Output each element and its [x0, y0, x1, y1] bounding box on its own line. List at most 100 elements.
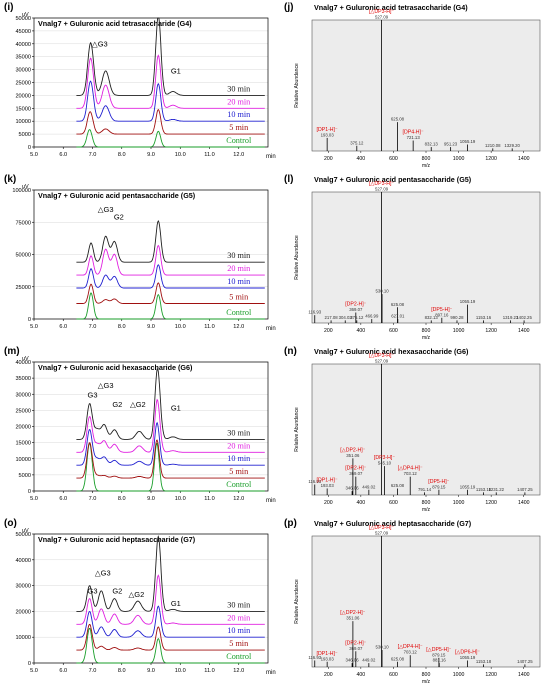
- x-axis-label: m/z: [422, 335, 431, 341]
- x-tick-label: 6.0: [59, 668, 67, 674]
- ms-peak-mz: 351.06: [346, 453, 360, 458]
- ms-ion-label: [DP4-H]⁻: [403, 130, 424, 136]
- x-tick-label: 11.0: [204, 152, 214, 158]
- x-tick-label: 400: [357, 328, 366, 334]
- x-tick-label: 600: [389, 500, 398, 506]
- ms-ion-label: [DP2-H]⁻: [345, 640, 366, 646]
- series-line-30-min: [76, 367, 265, 440]
- y-tick-label: 35000: [15, 376, 31, 382]
- ms-ion-label: [△DP4-H]⁻: [398, 644, 423, 650]
- plot-area: [311, 535, 541, 668]
- ms-peak-mz: 1055.19: [460, 484, 476, 489]
- ms-peak-mz: 193.03: [321, 483, 335, 488]
- ms-ion-label: [△DP3-H]⁻: [369, 9, 394, 15]
- ms-peak-mz: 627.01: [391, 314, 405, 319]
- x-tick-label: 10.0: [175, 668, 186, 674]
- series-line-10-min: [76, 421, 265, 466]
- ms-ion-label: [△DP2-H]⁻: [340, 610, 365, 616]
- chart-title: Vnalg7 + Guluronic acid heptasaccharide …: [38, 535, 196, 544]
- x-tick-label: 5.0: [30, 668, 38, 674]
- x-tick-label: 8.0: [118, 668, 126, 674]
- ms-peak-mz: 832.13: [425, 142, 439, 147]
- x-axis-label: m/z: [422, 679, 431, 685]
- x-axis-label: m/z: [422, 507, 431, 513]
- ms-peak-mz: 1407.25: [517, 659, 533, 664]
- ms-peak-mz: 625.08: [391, 483, 405, 488]
- ms-peak-mz: 527.09: [375, 187, 389, 192]
- ms-peak-mz: 881.16: [433, 658, 447, 663]
- panel-label: (m): [4, 346, 20, 357]
- x-tick-label: 1200: [485, 500, 497, 506]
- ms-peak-mz: 527.09: [375, 359, 389, 364]
- series-line-control: [76, 442, 265, 492]
- y-tick-label: 75000: [15, 220, 31, 226]
- series-label: 5 min: [229, 467, 248, 476]
- y-tick-label: 10000: [15, 119, 31, 125]
- y-tick-label: 50000: [15, 253, 31, 259]
- x-tick-label: 10.0: [175, 324, 186, 330]
- mass-spectrum-panel-n: (n) Vnalg7 + Guluronic acid hexasaccharid…: [284, 346, 541, 513]
- ms-peak-mz: 1055.19: [460, 655, 476, 660]
- ms-peak-mz: 1055.19: [460, 139, 476, 144]
- peak-annotation: G3: [87, 586, 97, 595]
- chromatogram-panel-m: (m) Vnalg7 + Guluronic acid hexasaccharid…: [4, 346, 276, 504]
- ms-ion-label: [△DP3-H]⁻: [369, 181, 394, 187]
- ms-peak-mz: 703.12: [404, 471, 418, 476]
- ms-peak-mz: 879.15: [432, 484, 446, 489]
- x-tick-label: 200: [324, 156, 333, 162]
- x-tick-label: 1400: [518, 500, 530, 506]
- ms-peak-mz: 1153.16: [476, 315, 492, 320]
- y-tick-label: 45000: [15, 29, 31, 35]
- series-line-20-min: [76, 54, 265, 109]
- x-tick-label: 12.0: [233, 152, 244, 158]
- panel-label: (o): [4, 518, 17, 529]
- chromatogram-panel-i: (i) Vnalg7 + Guluronic acid tetrasacchari…: [4, 2, 276, 160]
- x-tick-label: 10.0: [175, 152, 186, 158]
- ms-peak-mz: 193.03: [321, 132, 335, 137]
- x-tick-label: 7.0: [89, 152, 97, 158]
- ms-peak-mz: 1407.25: [517, 487, 533, 492]
- ms-peak-mz: 116.93: [308, 310, 321, 315]
- ms-ion-label: [DP1-H]⁻: [317, 477, 338, 483]
- y-tick-label: 15000: [15, 441, 31, 447]
- y-unit: uV: [22, 184, 29, 190]
- y-axis-label: Relative Abundance: [294, 63, 300, 108]
- series-line-20-min: [76, 574, 265, 625]
- peak-annotation: △G2: [128, 590, 144, 599]
- y-axis-label: Relative Abundance: [294, 579, 300, 624]
- y-tick-label: 30000: [15, 584, 31, 590]
- chart-title: Vnalg7 + Guluronic acid tetrasaccharide …: [38, 19, 192, 28]
- x-tick-label: 1000: [453, 500, 465, 506]
- ms-peak-mz: 1153.18: [476, 659, 492, 664]
- ms-peak-mz: 369.07: [349, 307, 363, 312]
- ms-peak-mz: 369.07: [349, 471, 363, 476]
- x-tick-label: 200: [324, 672, 333, 678]
- y-tick-label: 30000: [15, 392, 31, 398]
- x-unit: min: [266, 670, 276, 676]
- x-tick-label: 1200: [485, 672, 497, 678]
- ms-peak-mz: 193.03: [321, 656, 335, 661]
- ms-ion-label: [DP2-H]⁻: [345, 466, 366, 472]
- x-tick-label: 1400: [518, 156, 530, 162]
- x-tick-label: 5.0: [30, 496, 38, 502]
- x-tick-label: 11.0: [204, 324, 214, 330]
- y-unit: uV: [22, 356, 29, 362]
- series-label: 30 min: [227, 251, 250, 260]
- ms-peak-mz: 375.12: [350, 140, 364, 145]
- peak-annotation: △G3: [98, 381, 114, 390]
- ms-peak-mz: 449.02: [362, 658, 376, 663]
- ms-peak-mz: 879.15: [432, 652, 446, 657]
- x-tick-label: 9.0: [147, 496, 155, 502]
- x-tick-label: 800: [422, 500, 431, 506]
- series-line-control: [76, 292, 265, 320]
- x-tick-label: 800: [422, 328, 431, 334]
- x-tick-label: 400: [357, 156, 366, 162]
- y-tick-label: 40000: [15, 360, 31, 366]
- series-line-10-min: [76, 80, 265, 122]
- y-axis-label: Relative Abundance: [294, 235, 300, 280]
- x-tick-label: 5.0: [30, 152, 38, 158]
- ms-peak-mz: 951.23: [444, 142, 458, 147]
- series-line-5-min: [76, 624, 265, 651]
- series-line-20-min: [76, 244, 265, 276]
- panel-label: (l): [284, 174, 293, 185]
